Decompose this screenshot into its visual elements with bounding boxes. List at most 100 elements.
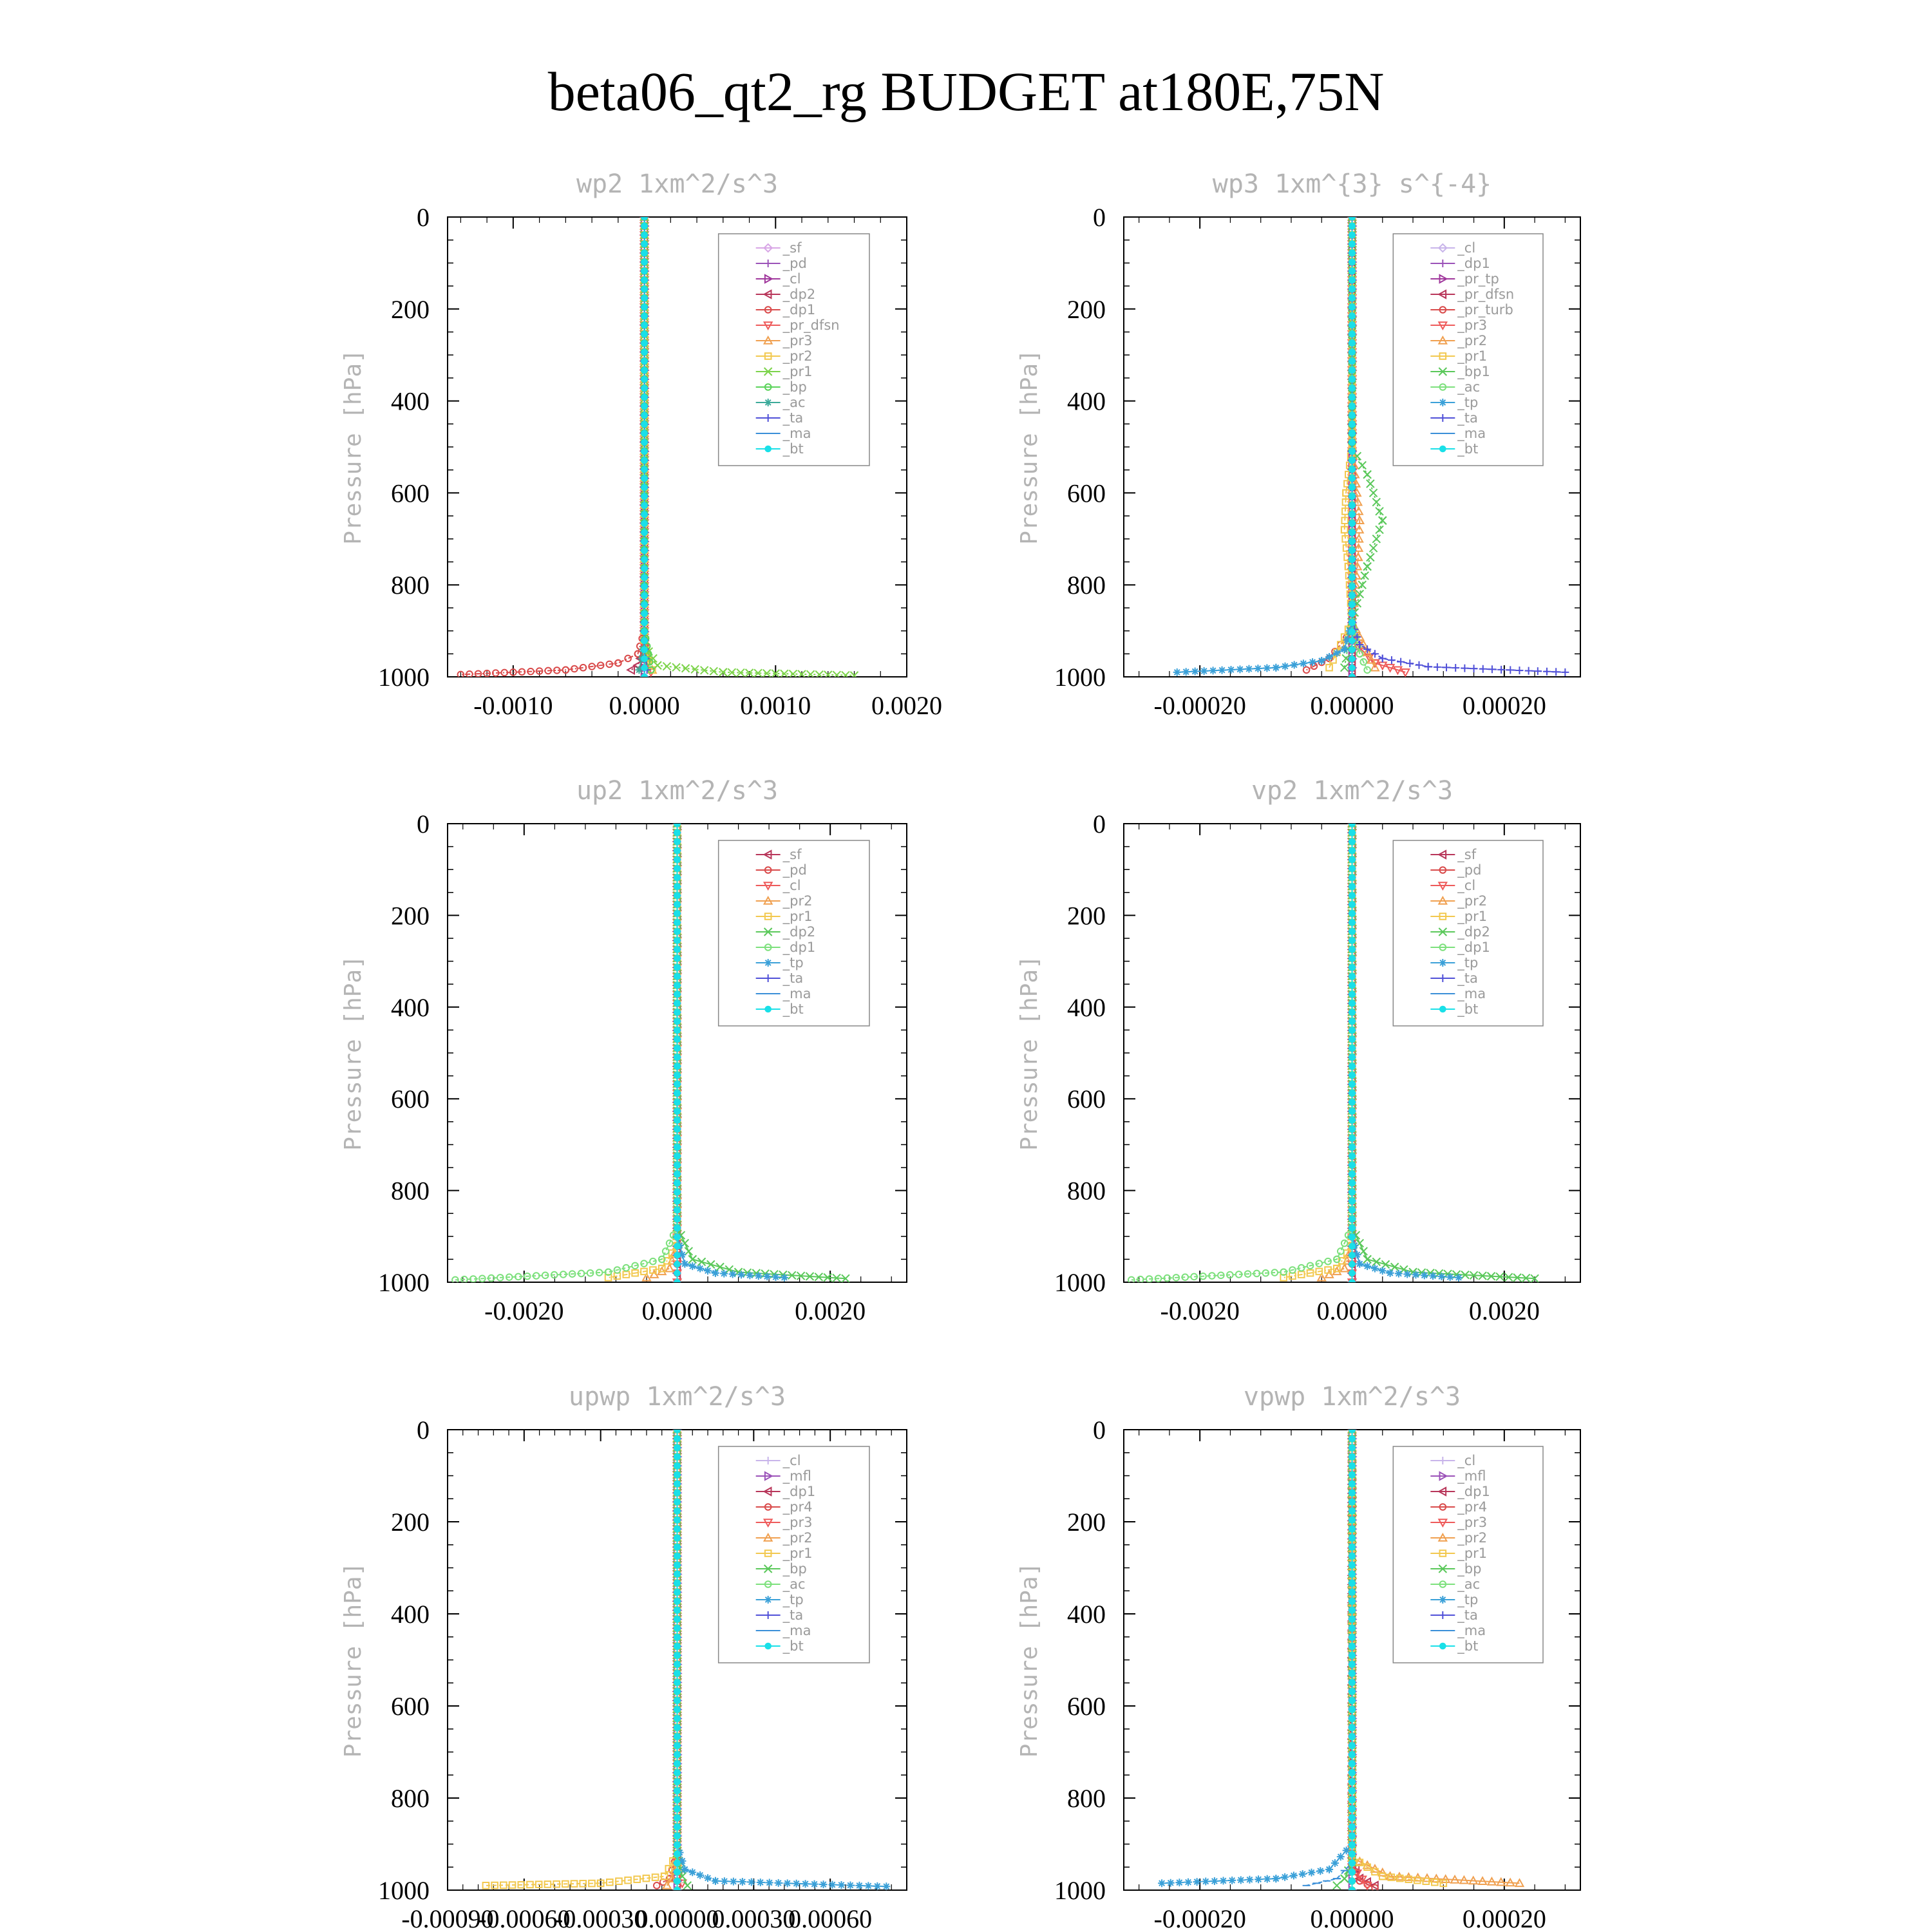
series-marker [674,1805,681,1813]
series-marker [674,1435,681,1443]
series-marker [1349,1269,1356,1277]
series-group [451,824,850,1282]
series-marker [641,466,648,473]
series-marker [1349,267,1356,275]
y-tick-label: 1000 [378,1876,430,1905]
legend-label: _pr2 [782,1530,813,1546]
series-marker [523,1272,531,1280]
legend-label: _ma [782,1623,811,1639]
legend-marker [763,1564,773,1573]
series-marker [660,1872,668,1880]
series-marker [1349,928,1356,935]
series-marker [1353,543,1364,552]
y-tick-label: 400 [1067,993,1106,1022]
series-marker [1315,1260,1323,1267]
y-tick-label: 1000 [1054,1876,1106,1905]
y-tick-label: 600 [391,1084,430,1113]
series-marker [674,1198,681,1205]
series-marker [674,1580,681,1587]
series-marker [1309,658,1317,667]
series-marker [1349,1099,1356,1106]
legend-marker [1439,306,1447,314]
chart-panel: vpwp 1xm^2/s^3 Pressure [hPa] 0 200 400 600 80… [1016,1382,1581,1932]
x-tick-label: 0.0000 [609,691,680,720]
series-marker [1349,856,1356,864]
series-marker [641,303,648,311]
series-marker [1349,1215,1356,1223]
series-marker [544,667,552,675]
series-marker [649,1266,657,1274]
legend-marker [764,1005,772,1013]
legend-box [1392,233,1544,466]
series-marker [482,1882,490,1889]
series-marker [641,285,648,293]
legend-label: _cl [782,1453,801,1469]
series-marker [674,1679,681,1686]
series-marker [559,1271,567,1278]
series-marker [1329,656,1337,664]
series-marker [674,964,681,971]
series-marker [1364,653,1374,663]
series-marker [568,1270,576,1278]
series-marker [1349,366,1356,374]
series-marker [1372,1257,1381,1267]
series-marker [641,384,648,392]
series-marker [1332,1881,1341,1890]
series-marker [1486,1272,1496,1281]
series-marker [1245,665,1253,673]
series-marker [641,475,648,482]
y-tick-label: 0 [1093,1416,1106,1444]
series-marker [806,670,815,677]
series-marker [688,1255,697,1264]
series-marker [746,1271,754,1280]
series-marker [674,1733,681,1740]
series-marker [1479,665,1487,673]
series-marker [1349,847,1356,855]
series-marker [1368,544,1378,553]
series-marker [1173,668,1181,676]
legend-marker [764,1611,772,1619]
series-marker [1497,665,1506,674]
series-marker [505,1273,513,1281]
series-marker [1281,662,1289,670]
series-marker [696,1871,705,1879]
series-marker [1349,321,1356,329]
series-marker [1349,1027,1356,1034]
series-marker [641,646,648,654]
series-marker [1477,1876,1488,1886]
series-marker [665,1239,674,1247]
series-marker [815,670,824,677]
series-marker [570,1880,578,1888]
legend-label: _ma [1457,986,1486,1002]
series-marker [1349,1036,1356,1043]
series-marker [846,1881,855,1889]
series-marker [665,1864,673,1873]
series-marker [1349,955,1356,962]
legend-label: _bp [782,1561,807,1577]
series-marker [1349,664,1356,672]
series-marker [622,1264,630,1272]
series-marker [1349,964,1356,971]
series-marker [1488,665,1496,674]
series-marker [635,666,643,674]
x-tick-label: -0.00020 [1154,1904,1246,1932]
legend-marker [1439,445,1446,453]
series-marker [841,670,850,677]
series-marker [674,1886,681,1890]
series-marker [832,670,842,677]
y-tick-label: 200 [391,295,430,324]
series-marker [478,1274,486,1282]
series-marker [615,1877,623,1886]
series-marker [674,1233,681,1241]
series-marker [1349,655,1356,663]
legend-marker [764,399,772,406]
legend-marker [1439,383,1447,391]
series-marker [1524,667,1533,675]
series-marker [1200,667,1208,675]
series-marker [641,267,648,275]
y-tick-label: 0 [417,1416,430,1444]
y-tick-label: 200 [391,901,430,930]
series-marker [562,1880,569,1888]
series-marker [664,1263,675,1273]
series-marker [1370,650,1379,658]
